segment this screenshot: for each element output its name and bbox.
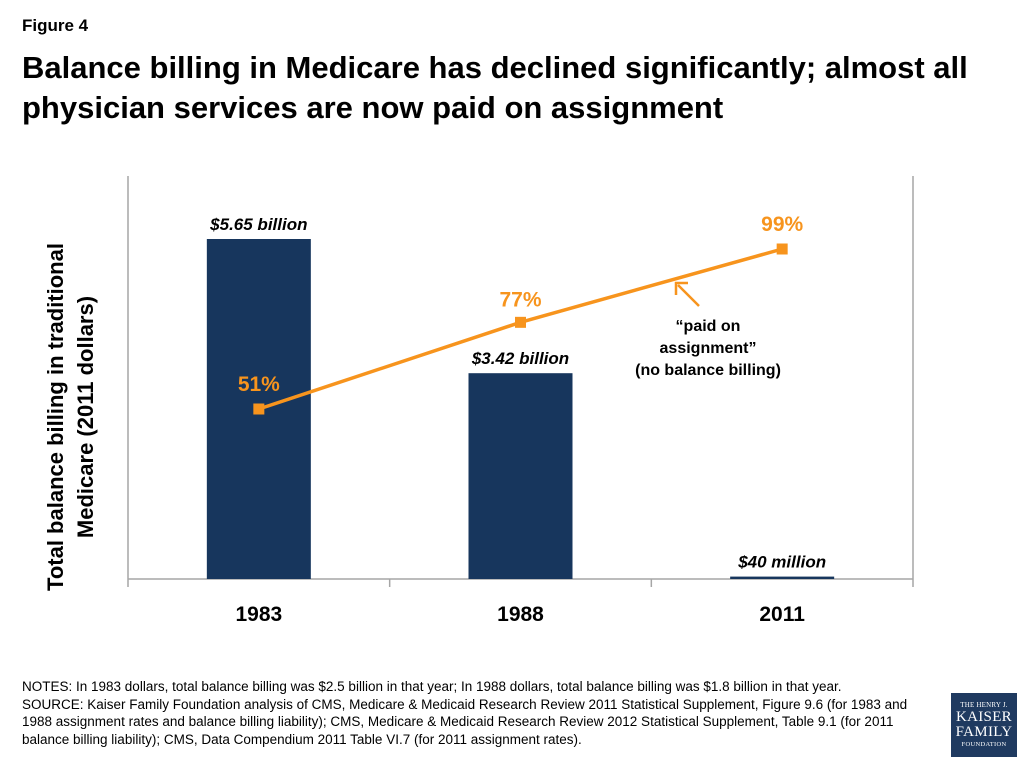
bar-value-label: $3.42 billion <box>471 349 569 368</box>
figure-label: Figure 4 <box>22 16 89 35</box>
notes-text: NOTES: In 1983 dollars, total balance bi… <box>22 679 842 694</box>
logo-line-2: KAISER <box>956 709 1012 725</box>
line-point <box>253 403 265 415</box>
bar-value-label: $40 million <box>737 553 826 572</box>
bar-2011 <box>730 576 835 579</box>
line-value-label: 77% <box>499 288 541 311</box>
x-tick-label: 1988 <box>497 603 544 626</box>
source-text: SOURCE: Kaiser Family Foundation analysi… <box>22 696 908 747</box>
bar-value-label: $5.65 billion <box>209 215 307 234</box>
page-title: Balance billing in Medicare has declined… <box>22 50 968 125</box>
bar-1988 <box>468 373 573 579</box>
annotation-text: “paid on <box>676 318 741 335</box>
annotation-arrow <box>677 284 700 307</box>
chart: $5.65 billion $3.42 billion $40 million 51%… <box>127 176 914 626</box>
line-value-label: 99% <box>761 213 803 236</box>
kff-logo: THE HENRY J. KAISER FAMILY FOUNDATION <box>951 693 1017 757</box>
annotation-text: assignment” <box>660 340 757 357</box>
notes: NOTES: In 1983 dollars, total balance bi… <box>22 678 930 748</box>
logo-line-4: FOUNDATION <box>961 741 1007 748</box>
line-value-label: 51% <box>238 373 280 396</box>
line-point <box>515 316 526 328</box>
annotation-text: (no balance billing) <box>635 362 781 379</box>
annotation-arrowhead <box>674 281 688 295</box>
logo-line-1: THE HENRY J. <box>960 701 1008 709</box>
logo-line-3: FAMILY <box>955 724 1013 740</box>
x-tick-label: 1983 <box>235 603 282 626</box>
y-axis-label: Total balance billing in traditional Med… <box>43 243 98 591</box>
x-tick-label: 2011 <box>759 603 805 626</box>
line-point <box>776 243 788 255</box>
